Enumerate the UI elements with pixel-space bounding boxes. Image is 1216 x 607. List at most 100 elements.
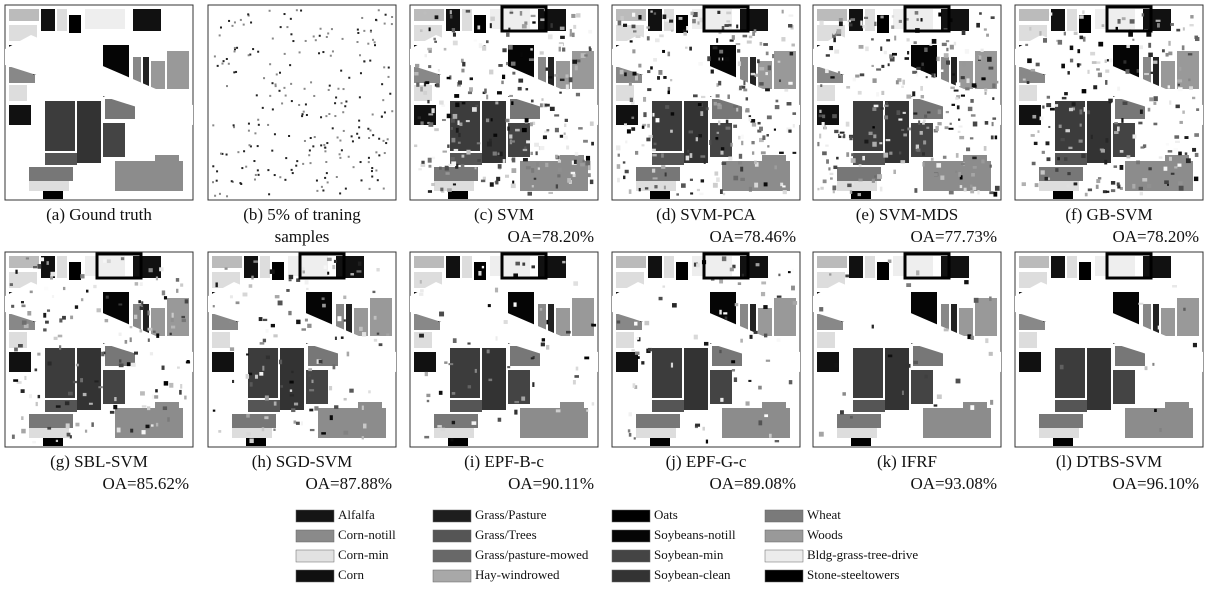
map-noise: [1082, 10, 1084, 14]
map-noise: [635, 352, 640, 355]
map-panel: [1015, 252, 1203, 447]
map-noise: [668, 91, 670, 94]
map-noise: [76, 364, 79, 367]
map-noise: [719, 310, 721, 315]
map-panel: [612, 5, 800, 200]
sample-dot: [296, 9, 298, 11]
map-noise: [1061, 64, 1065, 69]
map-noise: [273, 429, 275, 431]
sample-dot: [321, 186, 323, 188]
sample-dot: [248, 54, 250, 56]
map-noise: [250, 382, 253, 387]
sample-dot: [248, 144, 250, 146]
map-region: [434, 428, 474, 438]
sample-dot: [272, 38, 274, 40]
map-noise: [447, 188, 452, 192]
map-noise: [620, 70, 624, 75]
map-noise: [940, 175, 944, 179]
panel-caption: (j) EPF-G-c: [666, 452, 747, 471]
map-noise: [732, 35, 735, 40]
map-noise: [427, 400, 429, 402]
map-noise: [213, 305, 215, 307]
map-region: [1095, 9, 1135, 29]
map-noise: [540, 146, 544, 150]
sample-dot: [284, 53, 286, 55]
map-noise: [506, 119, 510, 123]
map-noise: [1144, 73, 1149, 75]
map-noise: [1096, 179, 1100, 183]
map-noise: [453, 338, 457, 343]
map-noise: [788, 271, 791, 273]
map-noise: [1164, 180, 1169, 184]
map-noise: [662, 285, 665, 287]
map-noise: [474, 39, 477, 41]
map-region: [837, 428, 877, 438]
legend-label: Corn-min: [338, 547, 389, 562]
map-noise: [164, 296, 167, 299]
map-noise: [1082, 89, 1087, 93]
map-noise: [949, 128, 954, 130]
map-region: [358, 402, 382, 410]
map-noise: [309, 409, 313, 412]
map-noise: [921, 18, 923, 21]
map-noise: [1034, 142, 1038, 145]
map-noise: [1178, 181, 1183, 185]
map-noise: [569, 77, 573, 82]
sample-dot: [360, 72, 362, 74]
map-noise: [1164, 167, 1168, 171]
map-noise: [730, 268, 734, 272]
map-region: [520, 408, 588, 438]
map-noise: [630, 98, 633, 102]
map-noise: [752, 31, 755, 36]
map-noise: [66, 423, 70, 428]
map-region: [1113, 370, 1135, 404]
map-noise: [528, 192, 532, 196]
map-noise: [738, 136, 740, 140]
sample-dot: [313, 95, 315, 97]
map-region: [85, 9, 125, 29]
map-noise: [68, 392, 73, 396]
legend-swatch: [296, 550, 334, 562]
map-noise: [872, 78, 876, 83]
map-noise: [716, 94, 720, 97]
map-region: [837, 414, 881, 428]
map-noise: [488, 304, 491, 307]
map-noise: [1132, 39, 1134, 41]
map-noise: [291, 371, 293, 373]
sample-dot: [233, 126, 235, 128]
map-noise: [546, 345, 549, 350]
map-noise: [86, 290, 88, 293]
map-noise: [525, 118, 529, 122]
map-noise: [916, 270, 919, 275]
map-noise: [634, 437, 636, 439]
map-noise: [1105, 80, 1107, 85]
map-noise: [1174, 148, 1178, 151]
map-noise: [653, 58, 657, 62]
map-region: [885, 348, 909, 410]
map-noise: [1098, 42, 1103, 47]
map-noise: [505, 175, 509, 178]
map-noise: [260, 342, 265, 344]
map-region: [1087, 101, 1111, 163]
map-noise: [652, 113, 654, 117]
map-noise: [142, 405, 147, 407]
map-noise: [645, 187, 648, 189]
panel-caption: (h) SGD-SVM: [252, 452, 353, 471]
map-noise: [758, 122, 761, 125]
map-noise: [731, 360, 735, 363]
map-noise: [439, 101, 444, 105]
map-noise: [758, 386, 762, 390]
map-noise: [880, 16, 883, 19]
map-region: [865, 9, 875, 31]
map-region: [1165, 155, 1189, 163]
map-noise: [490, 17, 495, 21]
map-noise: [641, 144, 644, 146]
map-noise: [933, 173, 938, 176]
sample-dot: [279, 72, 281, 74]
map-noise: [447, 144, 449, 147]
map-noise: [1174, 135, 1179, 138]
map-noise: [833, 166, 837, 169]
map-noise: [180, 384, 182, 389]
sample-dot: [339, 140, 341, 142]
map-noise: [1062, 97, 1067, 99]
